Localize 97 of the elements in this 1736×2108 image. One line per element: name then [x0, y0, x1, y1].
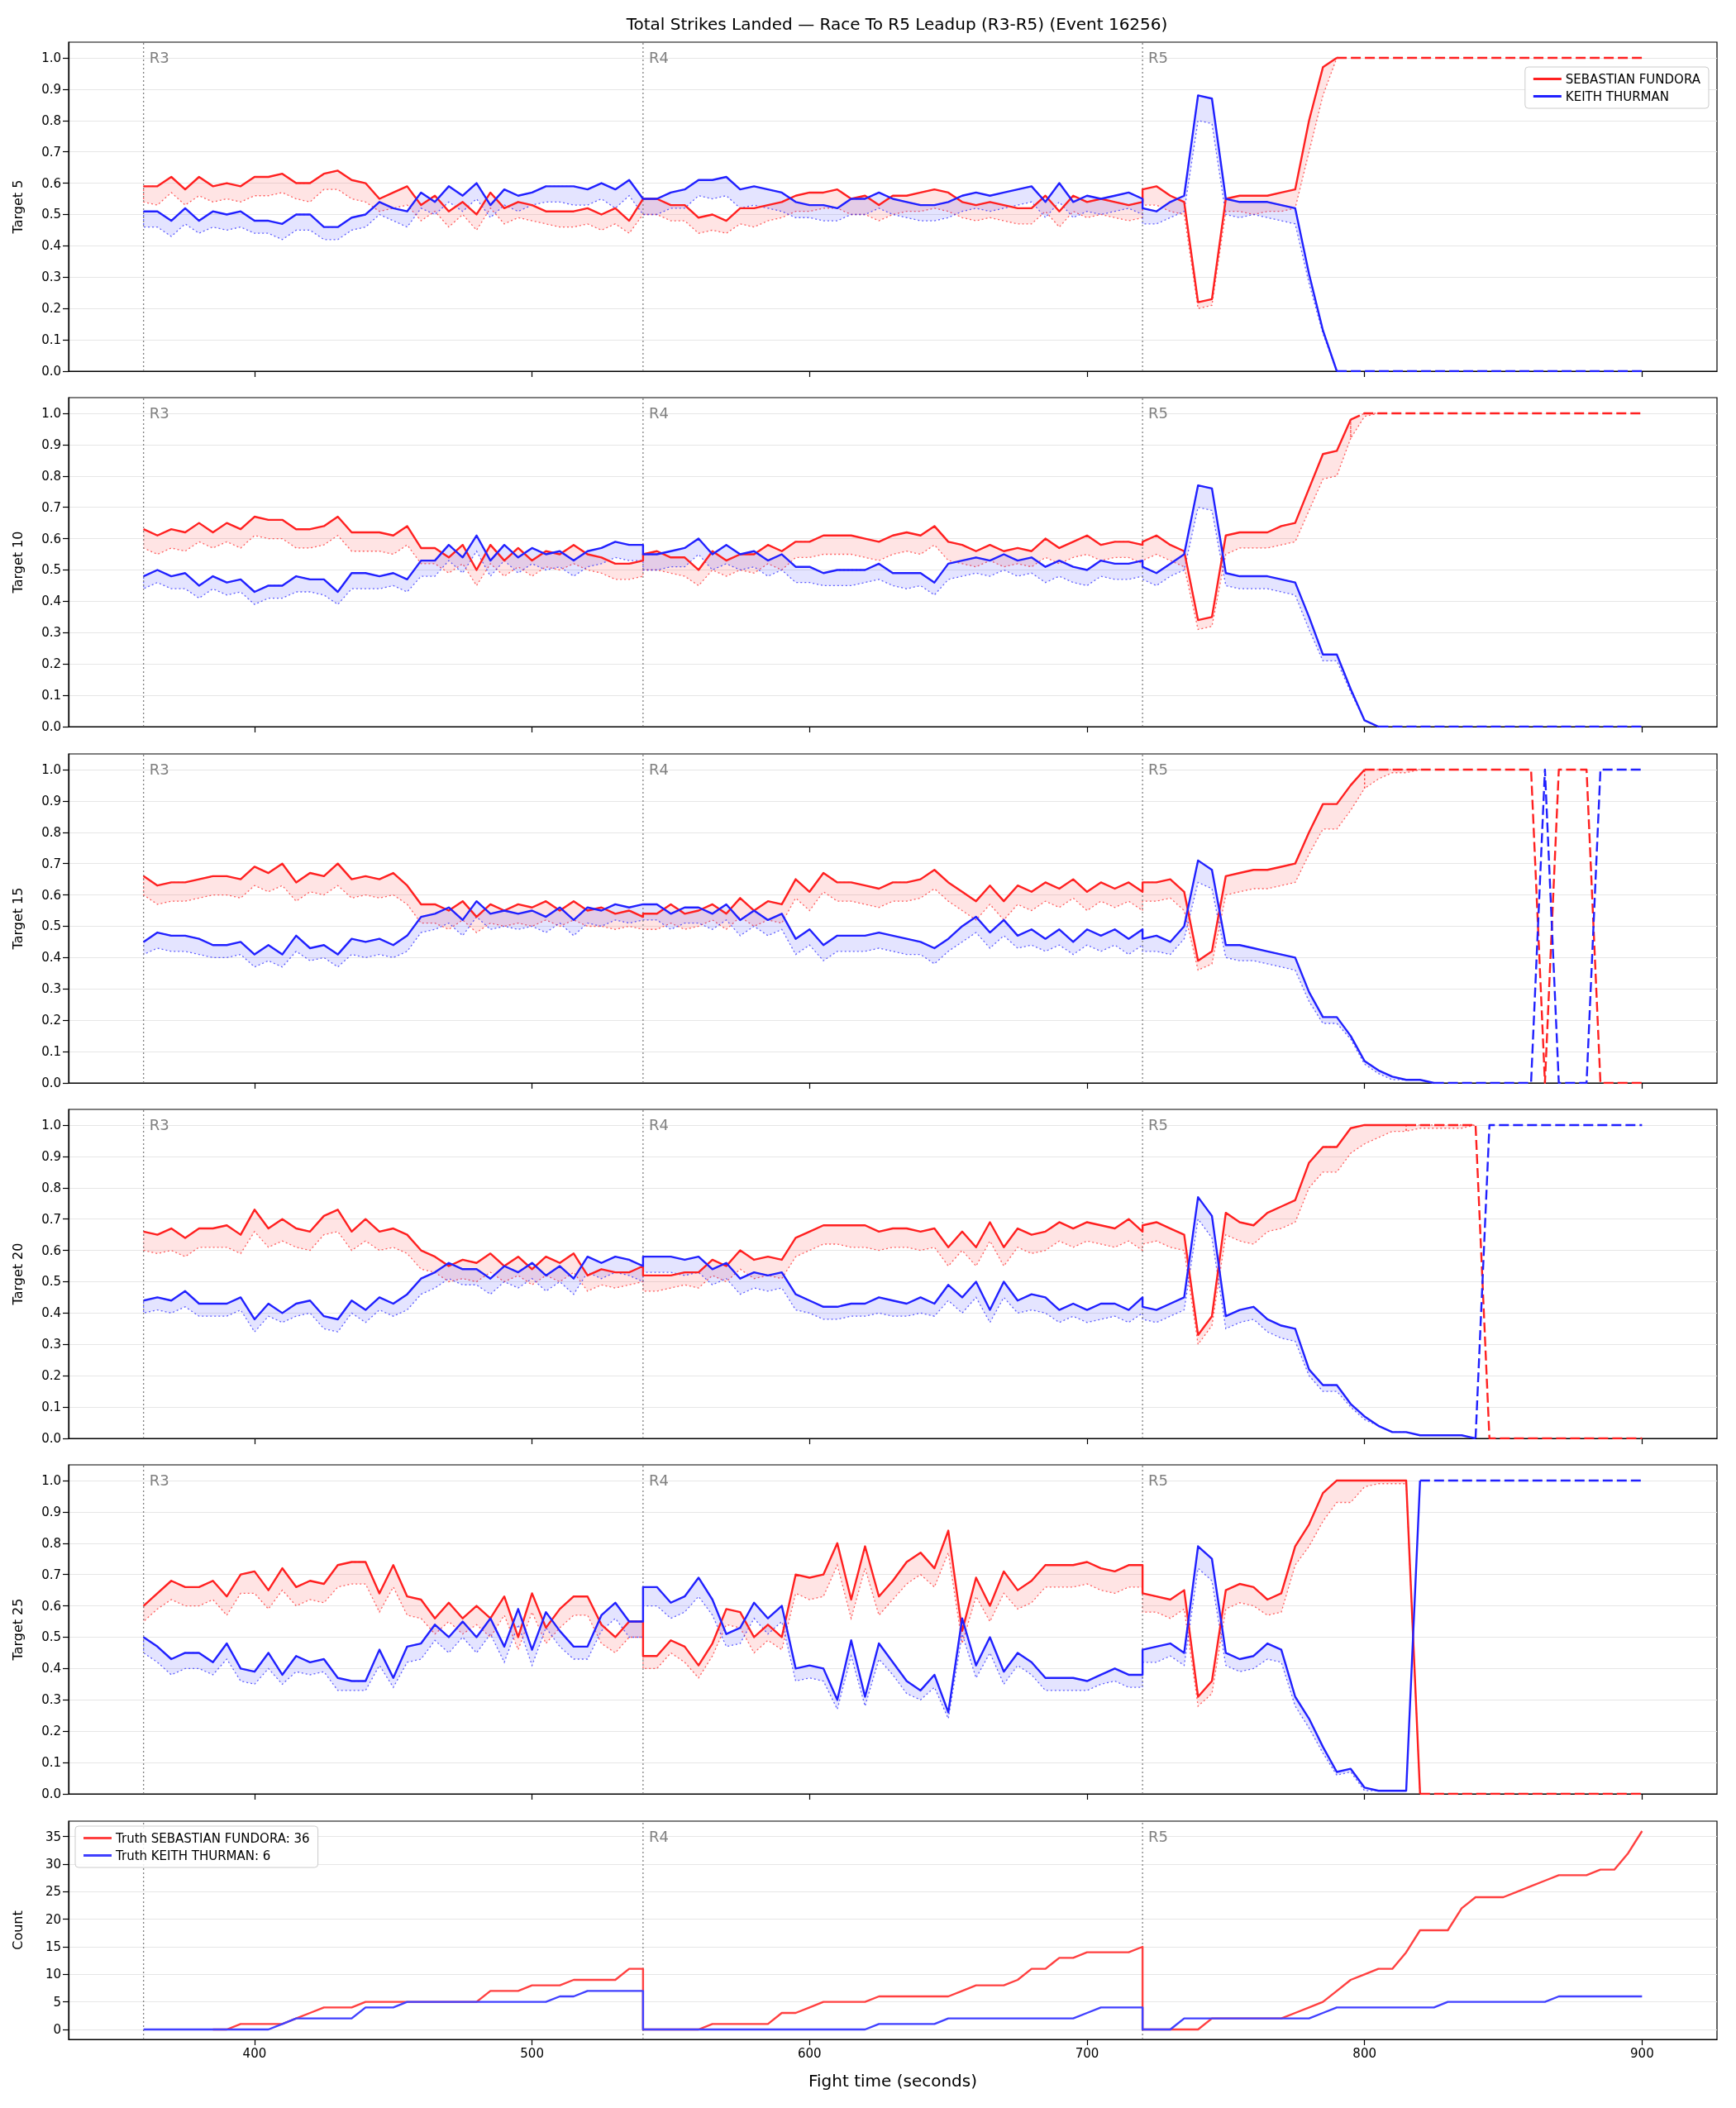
y-tick-label: 0.8	[41, 469, 61, 484]
y-tick-label: 0.3	[41, 625, 61, 641]
y-tick-label: 0.6	[41, 1242, 61, 1258]
ref-line-label: R3	[149, 760, 169, 778]
y-tick-label: 0.9	[41, 1505, 61, 1520]
y-tick-label: 0.3	[41, 980, 61, 996]
y-tick-label: 0.7	[41, 499, 61, 515]
y-tick-label: 1.0	[41, 1473, 61, 1489]
y-tick-label: 0.4	[41, 949, 61, 965]
y-tick-label: 0.1	[41, 1755, 61, 1771]
y-tick-label: 25	[45, 1883, 61, 1899]
y-tick-label: 10	[45, 1966, 61, 1982]
ref-line-label: R4	[648, 1471, 669, 1489]
y-tick-label: 0.0	[41, 719, 61, 735]
x-tick-label: 500	[520, 2045, 544, 2060]
y-tick-label: 0	[53, 2021, 61, 2037]
y-tick-label: 20	[45, 1911, 61, 1927]
y-tick-label: 0.9	[41, 793, 61, 808]
ref-line-label: R5	[1148, 48, 1169, 66]
y-axis-title: Target 20	[9, 1242, 26, 1306]
ref-line-label: R4	[648, 1115, 669, 1133]
x-tick-label: 400	[242, 2045, 267, 2060]
y-axis-title: Target 5	[9, 179, 26, 235]
y-tick-label: 0.2	[41, 1724, 61, 1739]
x-tick-label: 600	[797, 2045, 822, 2060]
ref-line-label: R3	[149, 403, 169, 422]
y-tick-label: 0.1	[41, 1043, 61, 1059]
y-tick-label: 0.9	[41, 437, 61, 453]
y-tick-label: 0.3	[41, 269, 61, 285]
y-tick-label: 0.5	[41, 1629, 61, 1645]
y-tick-label: 0.6	[41, 1598, 61, 1614]
legend-label: Truth KEITH THURMAN: 6	[115, 1848, 271, 1862]
y-tick-label: 0.3	[41, 1337, 61, 1352]
y-tick-label: 0.7	[41, 856, 61, 871]
y-tick-label: 0.2	[41, 1012, 61, 1028]
y-tick-label: 1.0	[41, 1117, 61, 1133]
y-tick-label: 0.0	[41, 1075, 61, 1090]
y-tick-label: 0.4	[41, 1661, 61, 1676]
ref-line-label: R3	[149, 1471, 169, 1489]
y-tick-label: 0.0	[41, 1430, 61, 1446]
ref-line-label: R5	[1148, 1827, 1169, 1844]
y-tick-label: 0.8	[41, 112, 61, 128]
y-tick-label: 0.4	[41, 1305, 61, 1321]
y-tick-label: 0.1	[41, 332, 61, 348]
y-tick-label: 0.2	[41, 1368, 61, 1384]
y-tick-label: 0.2	[41, 656, 61, 672]
legend-label: Truth SEBASTIAN FUNDORA: 36	[115, 1830, 310, 1845]
ref-line-label: R5	[1148, 1115, 1169, 1133]
chart-title: Total Strikes Landed — Race To R5 Leadup (R3-R5) (Event 16256)	[625, 14, 1168, 34]
ref-line-label: R5	[1148, 1471, 1169, 1489]
legend-label: SEBASTIAN FUNDORA	[1565, 71, 1701, 87]
y-tick-label: 0.5	[41, 207, 61, 222]
y-tick-label: 0.9	[41, 81, 61, 97]
ref-line-label: R4	[648, 1827, 669, 1844]
x-axis-title: Fight time (seconds)	[808, 2070, 978, 2091]
ref-line-label: R4	[648, 48, 669, 66]
y-tick-label: 0.1	[41, 688, 61, 703]
x-tick-label: 700	[1075, 2045, 1099, 2060]
y-tick-label: 0.6	[41, 531, 61, 546]
y-tick-label: 15	[45, 1939, 61, 1954]
y-tick-label: 0.1	[41, 1399, 61, 1414]
ref-line-label: R4	[648, 403, 669, 422]
y-tick-label: 5	[53, 1994, 61, 2010]
x-tick-label: 800	[1352, 2045, 1376, 2060]
ref-line-label: R4	[648, 760, 669, 778]
y-tick-label: 0.5	[41, 562, 61, 578]
ref-line-label: R3	[149, 48, 169, 66]
y-axis-title: Target 10	[9, 531, 26, 594]
y-tick-label: 0.6	[41, 175, 61, 191]
y-tick-label: 0.8	[41, 1180, 61, 1195]
ref-line-label: R5	[1148, 760, 1169, 778]
y-tick-label: 0.9	[41, 1148, 61, 1164]
y-tick-label: 1.0	[41, 406, 61, 422]
y-tick-label: 0.7	[41, 144, 61, 160]
y-tick-label: 1.0	[41, 50, 61, 65]
ref-line-label: R5	[1148, 403, 1169, 422]
y-tick-label: 0.6	[41, 887, 61, 903]
y-axis-title: Target 15	[9, 887, 26, 951]
y-tick-label: 0.8	[41, 824, 61, 840]
y-axis-title: Count	[9, 1910, 26, 1950]
y-tick-label: 0.7	[41, 1567, 61, 1582]
y-tick-label: 0.4	[41, 594, 61, 609]
legend-label: KEITH THURMAN	[1565, 88, 1670, 104]
y-tick-label: 0.2	[41, 301, 61, 317]
y-tick-label: 0.8	[41, 1535, 61, 1551]
y-tick-label: 0.5	[41, 918, 61, 934]
y-tick-label: 0.7	[41, 1211, 61, 1227]
y-tick-label: 0.0	[41, 1786, 61, 1802]
y-tick-label: 1.0	[41, 761, 61, 777]
y-tick-label: 35	[45, 1829, 61, 1844]
y-tick-label: 0.5	[41, 1274, 61, 1290]
y-tick-label: 0.3	[41, 1692, 61, 1708]
y-tick-label: 30	[45, 1856, 61, 1872]
y-axis-title: Target 25	[9, 1598, 26, 1662]
x-tick-label: 900	[1630, 2045, 1654, 2060]
y-tick-label: 0.4	[41, 238, 61, 254]
ref-line-label: R3	[149, 1115, 169, 1133]
